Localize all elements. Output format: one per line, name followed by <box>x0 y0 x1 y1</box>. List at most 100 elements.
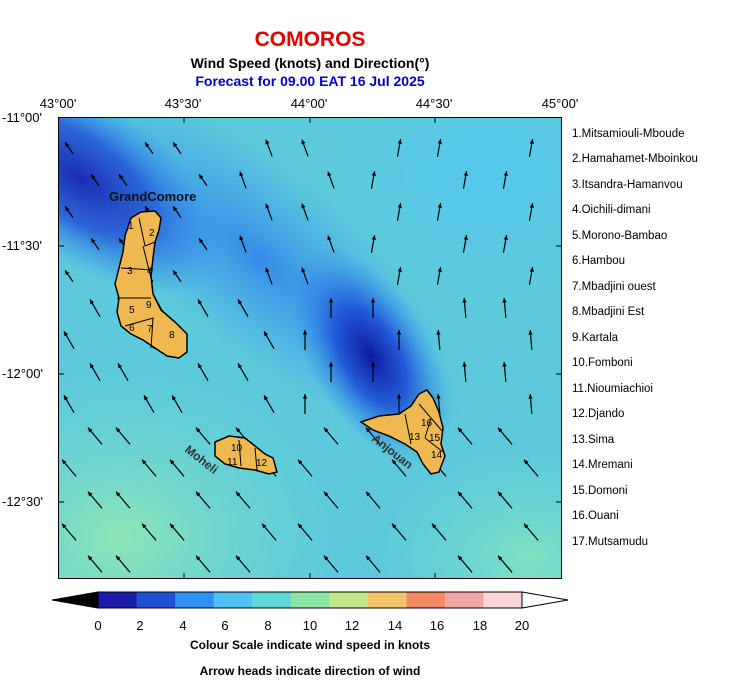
wind-arrow-head <box>431 523 437 529</box>
colorbar-tick-label: 14 <box>387 618 403 633</box>
wind-arrow-head <box>172 395 177 401</box>
wind-arrow-head <box>118 238 124 244</box>
wind-field-se <box>59 118 561 578</box>
colorbar-segment <box>406 592 446 608</box>
wind-arrow-head <box>141 523 147 529</box>
colorbar-tick-label: 10 <box>302 618 318 633</box>
district-number: 14 <box>431 450 443 461</box>
wind-arrow-head <box>497 555 503 561</box>
wind-arrow-head <box>115 491 121 497</box>
wind-arrow-head <box>463 171 468 176</box>
wind-arrow-head <box>239 235 244 241</box>
wind-arrow-head <box>90 299 95 305</box>
wind-arrow-head <box>235 427 241 433</box>
wind-arrow-head <box>436 394 441 399</box>
wind-arrow-head <box>463 235 468 240</box>
wind-arrow-head <box>172 270 178 276</box>
colorbar-segment <box>444 592 484 608</box>
wind-arrow-head <box>503 235 508 240</box>
wind-arrow-head <box>497 491 503 497</box>
legend-item: 16.Ouani <box>572 510 619 522</box>
map-subtitle: Wind Speed (knots) and Direction(°) <box>190 55 430 71</box>
wind-arrow-head <box>302 330 308 335</box>
colorbar-tick-label: 18 <box>472 618 488 633</box>
colorbar <box>51 591 569 609</box>
legend-item: 2.Hamahamet-Mboinkou <box>572 153 698 165</box>
colorbar-high-triangle <box>521 591 569 609</box>
legend-item: 5.Morono-Bambao <box>572 230 668 242</box>
wind-arrow-head <box>238 299 243 305</box>
colorbar-segment <box>290 592 330 608</box>
colorbar-frame <box>97 591 523 609</box>
map-title: COMOROS <box>254 28 366 51</box>
colorbar-tick-label: 2 <box>136 618 144 633</box>
wind-arrow-head <box>265 203 270 209</box>
wind-arrow-head <box>87 555 93 561</box>
wind-arrow-head <box>87 427 93 433</box>
wind-arrow-head <box>61 459 67 465</box>
wind-arrow-head <box>370 362 376 367</box>
wind-arrow-head <box>437 139 442 144</box>
wind-arrow-head <box>462 362 467 367</box>
anjouan-island[interactable] <box>359 389 446 475</box>
district-number: 4 <box>147 266 153 277</box>
wind-arrow-head <box>90 238 96 244</box>
wind-arrow-head <box>396 394 402 399</box>
wind-arrow-head <box>115 555 121 561</box>
wind-arrow-head <box>64 142 70 148</box>
colorbar-segment <box>252 592 292 608</box>
wind-arrow-head <box>502 298 507 303</box>
colorbar-tick-label: 4 <box>179 618 187 633</box>
district-number: 6 <box>129 323 135 334</box>
wind-arrow-head <box>265 139 270 145</box>
grand-comore-island[interactable] <box>114 210 188 359</box>
district-number: 1 <box>128 221 134 232</box>
colorbar-tick-label: 0 <box>94 618 102 633</box>
wind-arrow-head <box>327 235 332 241</box>
legend-item: 13.Sima <box>572 434 615 446</box>
island-label-grand-comore: GrandComore <box>109 189 196 204</box>
wind-arrow-head <box>144 142 150 148</box>
wind-arrow-head <box>523 459 529 465</box>
wind-arrow-head <box>198 299 203 305</box>
district-number: 5 <box>129 305 135 316</box>
wind-arrow-head <box>169 523 175 529</box>
wind-arrow-head <box>235 491 241 497</box>
wind-arrow-head <box>462 298 467 303</box>
wind-arrow-head <box>327 171 332 177</box>
colorbar-segments <box>98 592 523 608</box>
wind-arrow-head <box>397 267 402 272</box>
wind-arrow-head <box>235 555 241 561</box>
wind-arrow-head <box>437 267 442 272</box>
wind-map[interactable]: GrandComore Moheli Anjouan 1 2 3 4 5 6 7… <box>58 117 562 579</box>
moheli-island[interactable] <box>214 435 278 475</box>
wind-arrow-head <box>61 523 67 529</box>
wind-arrow-head <box>323 491 329 497</box>
colorbar-segment <box>367 592 407 608</box>
colorbar-tick-label: 12 <box>344 618 360 633</box>
legend-item: 1.Mitsamiouli-Mboude <box>572 128 685 140</box>
legend-item: 8.Mbadjini Est <box>572 306 645 318</box>
legend-item: 4.Oichili-dimani <box>572 204 651 216</box>
wind-arrow-head <box>397 139 402 144</box>
district-number: 9 <box>146 300 152 311</box>
lat-label: -12°00' <box>2 366 43 381</box>
colorbar-segment <box>213 592 253 608</box>
wind-arrow-head <box>195 427 201 433</box>
district-number: 15 <box>429 433 441 444</box>
legend-item: 11.Nioumiachioi <box>572 383 653 395</box>
wind-arrow-head <box>503 171 508 176</box>
wind-arrow-head <box>198 363 203 369</box>
lat-label: -11°30' <box>2 238 42 253</box>
district-number: 8 <box>169 330 175 341</box>
wind-arrow-head <box>323 427 329 433</box>
wind-arrow-head <box>437 203 442 208</box>
wind-arrow-head <box>436 330 441 335</box>
lat-label: -12°30' <box>2 494 43 509</box>
wind-arrow-head <box>302 394 308 399</box>
legend-item: 17.Mutsamudu <box>572 536 649 548</box>
wind-arrow-head <box>297 459 303 465</box>
wind-arrow-head <box>371 235 376 240</box>
lon-label: 43°00' <box>39 96 77 111</box>
